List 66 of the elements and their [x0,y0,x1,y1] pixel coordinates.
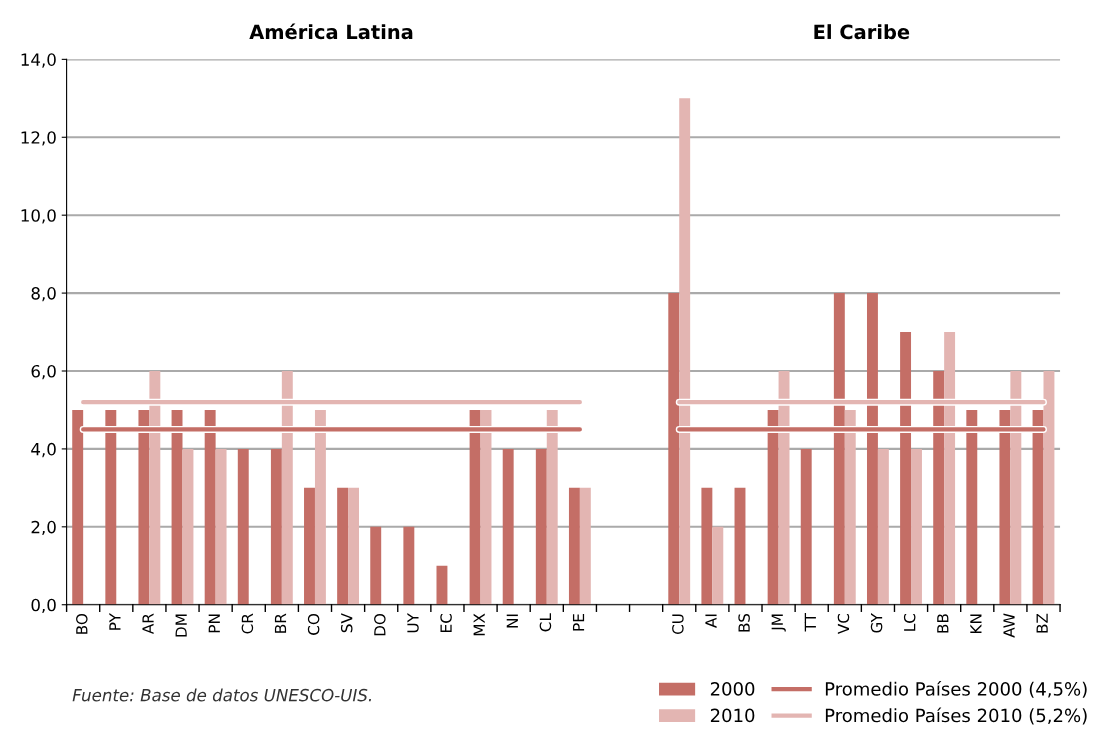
bar [800,448,812,605]
bar [348,487,360,605]
x-tick-label: PY [109,613,121,630]
bar [535,448,547,605]
x-tick-label: JM [771,614,786,632]
bar [712,526,724,605]
x-tick-label: CU [672,614,684,635]
bar [701,487,713,605]
bar [436,565,448,605]
y-tick-label: 10,0 [21,209,56,224]
y-tick-label: 8,0 [31,287,56,302]
x-tick-label: GY [870,613,883,633]
x-tick-label: AR [142,613,154,635]
bar [337,487,349,605]
x-tick-label: SV [340,613,353,633]
y-tick-label: 4,0 [31,442,56,458]
x-tick-label: BS [738,613,750,632]
legend-label: Promedio Países 2000 (4,5%) [825,681,1087,698]
bar [370,526,382,605]
source-note: Fuente: Base de datos UNESCO-UIS. [72,688,371,702]
x-tick-label: EC [440,613,452,632]
x-tick-label: CL [539,613,552,632]
legend-label: 2000 [710,682,755,696]
bar [546,409,558,605]
x-tick-label: DM [175,614,187,637]
x-tick-label: NI [506,614,518,628]
bar [270,448,282,605]
x-tick-label: CO [307,613,320,635]
bar [237,448,249,605]
bar [403,526,415,605]
y-tick-label: 6,0 [31,364,56,380]
bar [304,487,315,605]
x-tick-label: MX [473,613,485,636]
legend-label: 2010 [710,708,755,723]
bar [502,448,514,605]
bar [734,487,746,605]
y-tick-label: 14,0 [21,53,56,68]
x-tick-label: VC [837,613,850,635]
bar [182,448,194,605]
x-tick-label: AW [1003,613,1015,638]
y-tick-label: 12,0 [21,131,56,146]
x-tick-label: LC [903,613,916,631]
y-tick-label: 0,0 [31,598,56,613]
x-tick-label: BZ [1036,613,1048,633]
x-tick-label: UY [407,613,419,633]
bar [314,409,326,605]
y-tick-label: 2,0 [31,520,56,536]
bar [911,448,922,605]
x-tick-label: TT [804,613,816,632]
x-tick-label: CR [241,613,254,634]
x-tick-label: DO [374,613,386,636]
bar [844,409,856,605]
text: El Caribe [814,24,910,40]
x-tick-label: BB [937,614,949,633]
x-tick-label: BR [274,613,287,633]
x-tick-label: PE [572,614,585,631]
bar [568,487,580,605]
x-tick-label: BO [76,613,88,634]
legend-label: Promedio Países 2010 (5,2%) [825,707,1087,725]
bar [215,448,227,605]
x-tick-label: KN [970,614,982,634]
x-tick-label: AI [705,614,717,628]
bar [579,487,591,605]
bar [877,448,889,605]
x-tick-label: PN [208,614,220,633]
text: América Latina [249,23,413,40]
